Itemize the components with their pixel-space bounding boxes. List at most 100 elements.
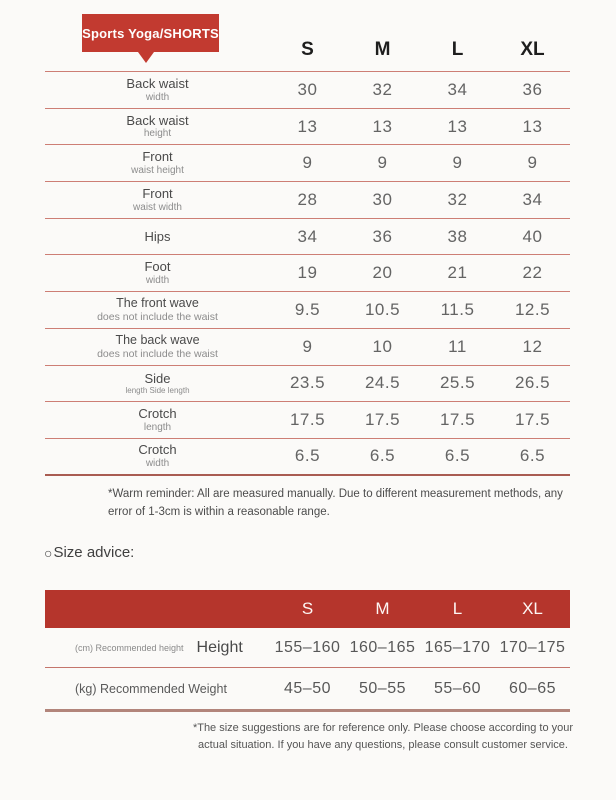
table-row-front-wave: The front wave does not include the wais… <box>45 292 570 329</box>
cell-value: 17.5 <box>514 410 551 430</box>
cell-value: 21 <box>447 263 468 283</box>
cell-value: 34 <box>522 189 543 209</box>
cell-value: 11.5 <box>440 299 475 319</box>
row-label: Back waist height <box>126 112 189 140</box>
advice-row-height: (cm) Recommended height Height 155–160 1… <box>45 628 570 668</box>
table-row-front-waist-height: Front waist height 9 9 9 9 <box>45 145 570 183</box>
table-row-side-length: Side length Side length 23.5 24.5 25.5 2… <box>45 366 570 403</box>
cell-value: 23.5 <box>289 373 326 393</box>
column-header-xl: XL <box>520 38 545 60</box>
cell-value: 13 <box>447 116 468 136</box>
cell-value: 170–175 <box>499 638 566 656</box>
table-row-crotch-width: Crotch width 6.5 6.5 6.5 6.5 <box>45 439 570 476</box>
row-label: (cm) Recommended height Height <box>45 639 270 657</box>
cell-value: 9.5 <box>294 299 321 319</box>
advice-table-header: S M L XL <box>45 590 570 628</box>
table-row-back-waist-width: Back waist width 30 32 34 36 <box>45 72 570 109</box>
advice-column-header-xl: XL <box>522 599 543 618</box>
row-label: The back wave does not include the waist <box>97 332 218 360</box>
advice-column-header-l: L <box>452 599 463 618</box>
row-main-label: Height <box>196 638 243 656</box>
measurement-table: S M L XL Back waist width 30 32 34 36 Ba… <box>45 28 570 476</box>
cell-value: 34 <box>447 79 468 99</box>
cell-value: 20 <box>372 263 393 283</box>
cell-value: 12.5 <box>514 299 551 319</box>
cell-value: 30 <box>372 189 393 209</box>
cell-value: 28 <box>297 189 318 209</box>
cell-value: 45–50 <box>284 679 331 697</box>
row-pre-label: (cm) Recommended height <box>75 642 184 653</box>
cell-value: 24.5 <box>364 373 401 393</box>
product-badge-label: Sports Yoga/SHORTS <box>82 25 219 41</box>
advice-row-weight: (kg) Recommended Weight 45–50 50–55 55–6… <box>45 668 570 712</box>
table-row-foot-width: Foot width 19 20 21 22 <box>45 255 570 293</box>
row-label: The front wave does not include the wais… <box>97 296 218 324</box>
row-label: Foot width <box>144 259 171 287</box>
cell-value: 12 <box>522 336 543 356</box>
cell-value: 9 <box>377 153 388 173</box>
row-label: (kg) Recommended Weight <box>75 681 227 696</box>
warm-reminder-note: *Warm reminder: All are measured manuall… <box>108 488 563 518</box>
table-row-front-waist-width: Front waist width 28 30 32 34 <box>45 182 570 219</box>
cell-value: 55–60 <box>434 679 481 697</box>
cell-value: 34 <box>297 226 318 246</box>
cell-value: 19 <box>297 263 318 283</box>
cell-value: 9 <box>527 153 538 173</box>
footnote: *The size suggestions are for reference … <box>192 722 574 751</box>
row-label: Front waist width <box>133 186 182 213</box>
cell-value: 6.5 <box>444 446 471 466</box>
size-advice-label: Size advice: <box>53 544 135 561</box>
cell-value: 6.5 <box>519 446 546 466</box>
cell-value: 9 <box>452 153 463 173</box>
table-row-crotch-length: Crotch length 17.5 17.5 17.5 17.5 <box>45 402 570 439</box>
cell-value: 10 <box>372 336 393 356</box>
advice-column-header-m: M <box>375 599 390 618</box>
cell-value: 6.5 <box>294 446 321 466</box>
cell-value: 32 <box>447 189 468 209</box>
cell-value: 36 <box>372 226 393 246</box>
cell-value: 32 <box>372 79 393 99</box>
cell-value: 155–160 <box>274 638 341 656</box>
cell-value: 36 <box>522 79 543 99</box>
cell-value: 13 <box>297 116 318 136</box>
cell-value: 22 <box>522 263 543 283</box>
row-label: Crotch length <box>138 406 177 433</box>
table-row-back-wave: The back wave does not include the waist… <box>45 329 570 366</box>
cell-value: 13 <box>372 116 393 136</box>
cell-value: 17.5 <box>439 410 476 430</box>
cell-value: 6.5 <box>369 446 396 466</box>
table-row-back-waist-height: Back waist height 13 13 13 13 <box>45 109 570 146</box>
column-header-m: M <box>374 38 391 60</box>
cell-value: 9 <box>302 153 313 173</box>
row-label: Hips <box>144 228 171 244</box>
row-label: Crotch width <box>138 442 177 470</box>
cell-value: 165–170 <box>424 638 491 656</box>
cell-value: 11 <box>448 336 467 356</box>
column-header-s: S <box>301 38 314 60</box>
row-label: Side length Side length <box>125 370 190 396</box>
cell-value: 9 <box>302 336 313 356</box>
cell-value: 40 <box>522 226 543 246</box>
cell-value: 50–55 <box>359 679 406 697</box>
size-advice-heading: ○ Size advice: <box>44 544 134 561</box>
cell-value: 26.5 <box>514 373 551 393</box>
cell-value: 25.5 <box>439 373 476 393</box>
cell-value: 60–65 <box>509 679 556 697</box>
cell-value: 10.5 <box>364 299 401 319</box>
row-label: Front waist height <box>131 149 184 177</box>
badge-pointer-icon <box>138 52 154 63</box>
cell-value: 13 <box>522 116 543 136</box>
column-header-l: L <box>451 38 464 60</box>
size-advice-table: S M L XL (cm) Recommended height Height … <box>45 590 570 712</box>
table-row-hips: Hips 34 36 38 40 <box>45 219 570 256</box>
cell-value: 17.5 <box>364 410 401 430</box>
cell-value: 30 <box>297 79 318 99</box>
circle-icon: ○ <box>44 544 53 561</box>
product-badge: Sports Yoga/SHORTS <box>82 14 219 63</box>
cell-value: 160–165 <box>349 638 416 656</box>
advice-column-header-s: S <box>301 599 314 618</box>
measurement-table-header: S M L XL <box>45 28 570 72</box>
cell-value: 17.5 <box>289 410 326 430</box>
cell-value: 38 <box>447 226 468 246</box>
row-label: Back waist width <box>126 76 189 103</box>
